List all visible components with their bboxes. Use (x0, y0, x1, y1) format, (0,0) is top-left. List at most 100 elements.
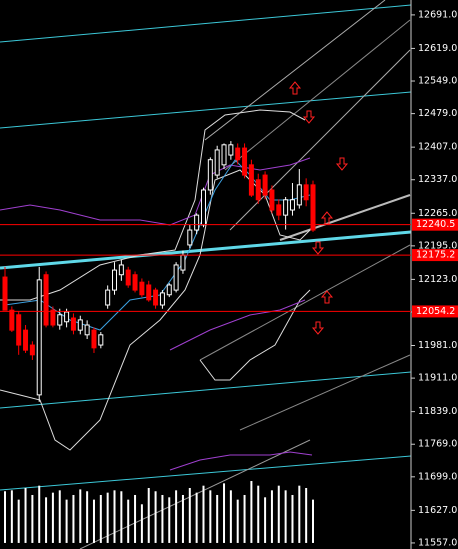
candle-body (242, 147, 248, 176)
candle-body (139, 281, 145, 296)
volume-bar (92, 499, 95, 543)
volume-bar (312, 499, 314, 543)
volume-bar (58, 490, 61, 543)
volume-bar (65, 499, 68, 543)
volume-bar (236, 499, 239, 543)
volume-bar (24, 488, 27, 543)
candle-body (262, 174, 268, 196)
candle-body (50, 309, 56, 326)
candle-body (64, 311, 70, 323)
band-lower (0, 169, 311, 451)
candle-body (228, 144, 234, 156)
ma-line (169, 451, 313, 471)
volume-bar (209, 490, 212, 543)
down-arrow (335, 157, 349, 171)
level-label-box (412, 305, 458, 318)
candle-body (91, 329, 97, 349)
volume-bar (250, 481, 253, 543)
gray-line (239, 354, 411, 431)
candle-body (98, 334, 104, 346)
gray-line (79, 439, 311, 549)
y-tick-label: 11627.0 (418, 505, 457, 516)
y-tick-label: 12619.0 (418, 43, 457, 54)
band-lower (199, 289, 311, 381)
y-tick-label: 12549.0 (418, 76, 457, 87)
down-arrow (302, 110, 316, 124)
candle-body (112, 269, 118, 291)
signal-arrows (288, 81, 349, 335)
volume-bar (175, 490, 178, 543)
volume-bar (284, 490, 287, 543)
y-tick-label: 11699.0 (418, 471, 457, 482)
y-tick-label: 12407.0 (418, 142, 457, 153)
candle-body (146, 284, 152, 301)
candle-body (9, 309, 15, 331)
volume-bar (127, 499, 130, 543)
volume-bar (72, 494, 75, 543)
candle-body (187, 229, 193, 246)
candle-body (235, 147, 241, 161)
gray-line (279, 194, 411, 241)
up-arrow (320, 290, 334, 304)
candle-body (84, 324, 90, 336)
volume-bar (229, 490, 232, 543)
volume-bar (154, 491, 157, 543)
volume-bar (134, 494, 137, 543)
gray-line (204, 0, 386, 141)
ma-line (169, 299, 306, 351)
candle-body (2, 276, 8, 311)
volume-bar (291, 494, 294, 543)
gray-line (224, 19, 411, 171)
candle-body (70, 317, 76, 331)
candle-body (118, 264, 124, 276)
volume-bar (140, 504, 143, 543)
candle-body (214, 149, 220, 176)
candle-body (173, 264, 179, 291)
volume-bar (147, 488, 150, 543)
volume-bar (38, 485, 41, 543)
volume-bar (10, 490, 13, 543)
y-tick-label: 11911.0 (418, 373, 457, 384)
volume-bar (202, 485, 205, 543)
volume-bar (270, 490, 273, 543)
channel-line (0, 371, 412, 409)
y-tick-label: 11839.0 (418, 406, 457, 417)
volume-bar (168, 497, 171, 543)
y-tick-label: 11557.0 (418, 537, 457, 548)
volume-bar (181, 494, 184, 543)
candle-body (57, 314, 63, 326)
volume-bar (277, 485, 280, 543)
down-arrow (311, 241, 325, 255)
volume-bar (161, 494, 164, 543)
level-label: 12240.5 (416, 219, 455, 230)
gray-line (199, 244, 411, 361)
candle-body (221, 144, 227, 166)
y-tick-label: 11981.0 (418, 340, 457, 351)
volume-bar (17, 499, 20, 543)
y-tick-label: 11769.0 (418, 439, 457, 450)
volume-bar (195, 492, 198, 543)
channel-line (0, 4, 412, 43)
level-label: 12054.2 (416, 306, 455, 317)
volume-bar (243, 494, 246, 543)
up-arrow (288, 81, 302, 95)
volume-bar (31, 494, 34, 543)
candle-body (248, 164, 254, 196)
volume-bar (305, 488, 308, 543)
y-tick-label: 12265.0 (418, 208, 457, 219)
volume-bar (216, 494, 219, 543)
candle-body (180, 254, 186, 271)
y-tick-label: 12195.0 (418, 240, 457, 251)
y-tick-label: 12337.0 (418, 174, 457, 185)
volume-bar (79, 489, 82, 543)
candle-body (296, 184, 302, 206)
candle-body (16, 314, 22, 346)
volume-bar (4, 491, 6, 543)
volume-bar (51, 492, 54, 543)
volume-bar (298, 485, 301, 543)
candle-body (43, 274, 49, 326)
candle-body (194, 214, 200, 231)
volume-bar (86, 491, 89, 543)
volume-bar (188, 488, 191, 543)
